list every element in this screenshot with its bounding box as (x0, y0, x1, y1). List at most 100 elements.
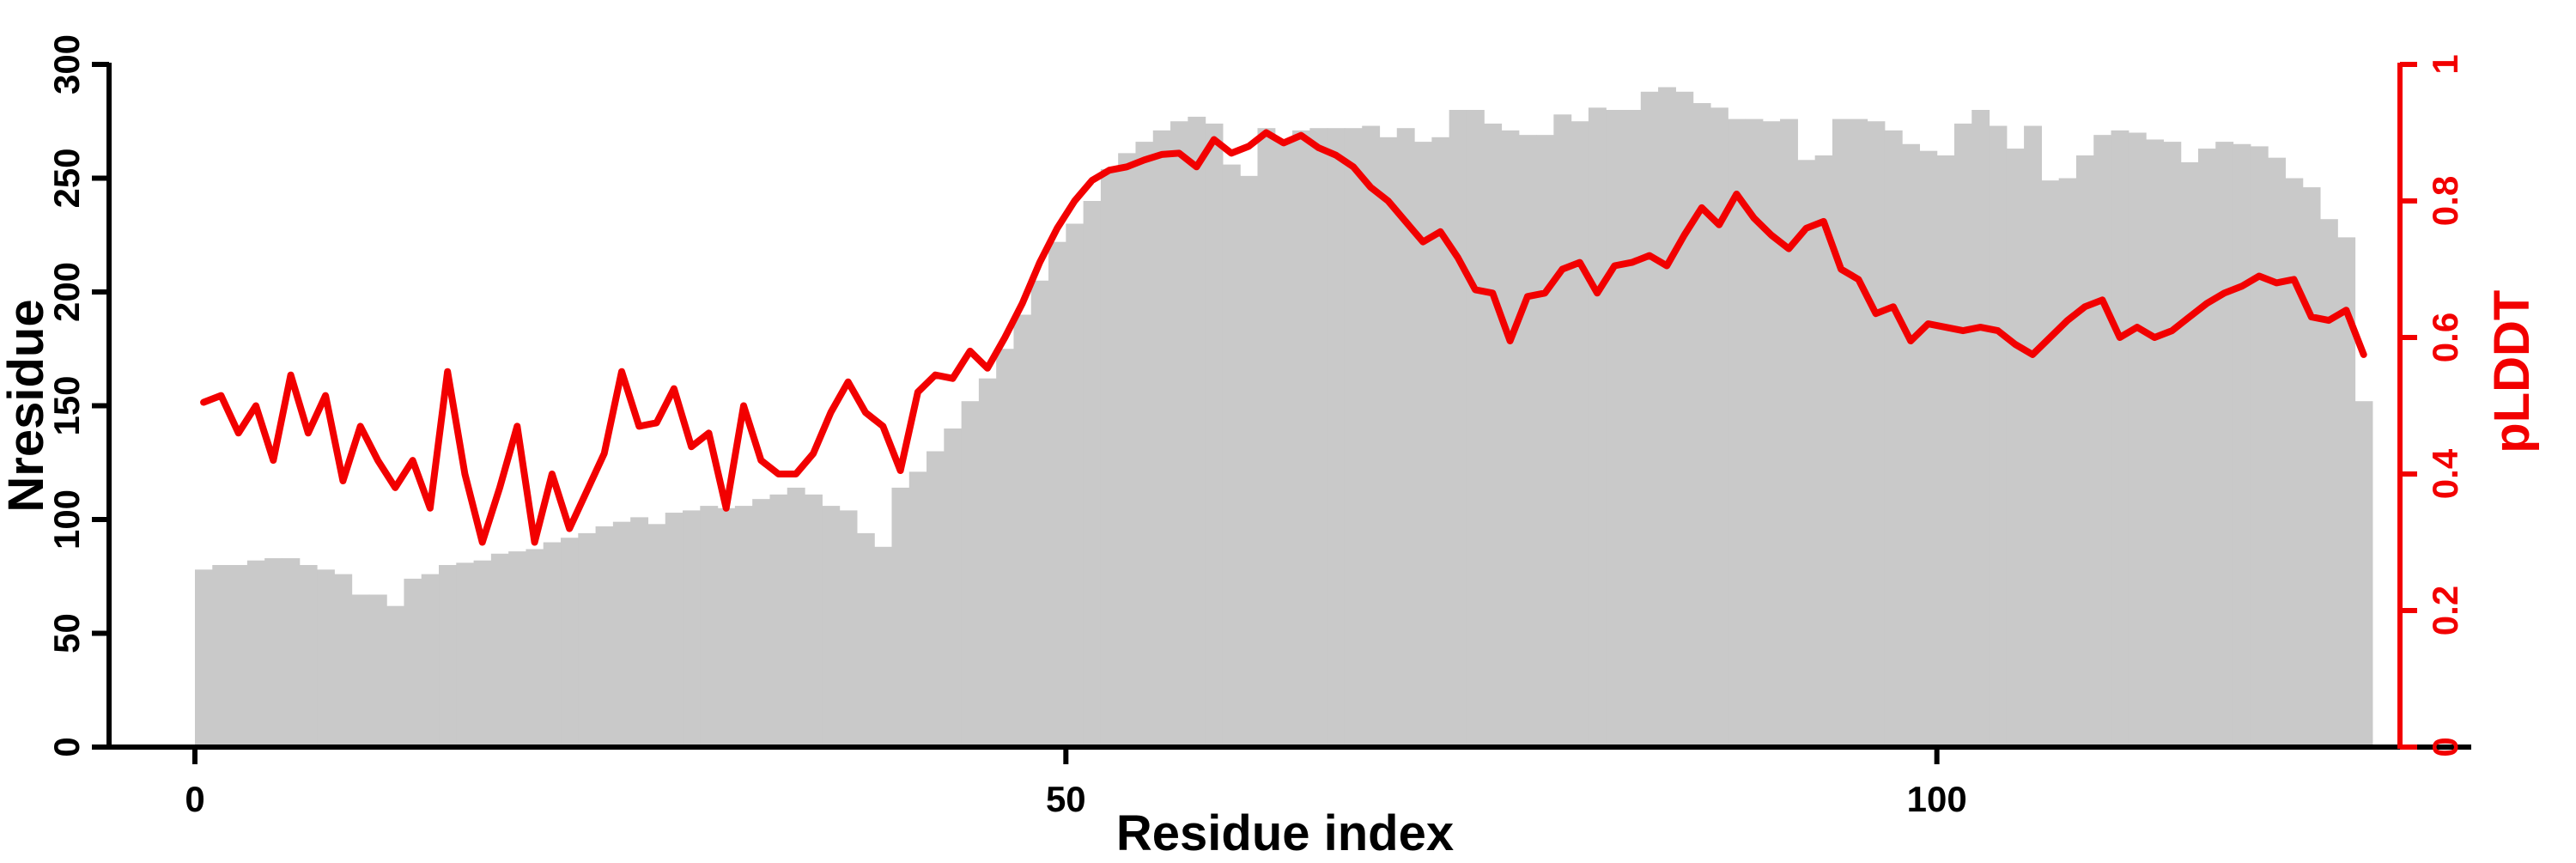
bar (1692, 103, 1711, 748)
bottom-axis: 0 50 100 (99, 744, 2471, 819)
bar (822, 506, 841, 747)
bar (1257, 128, 1276, 747)
left-tick-label: 0 (46, 737, 87, 757)
bar (1919, 150, 1938, 747)
bar (282, 558, 301, 747)
bar (1118, 153, 1137, 748)
left-tick-label: 300 (46, 34, 87, 94)
bar (2233, 143, 2251, 747)
bar (1135, 142, 1154, 748)
bar (386, 605, 405, 747)
bar (1745, 119, 1764, 748)
bar (805, 494, 823, 747)
bar (2180, 161, 2199, 747)
bar (2268, 157, 2286, 747)
bar (508, 551, 527, 747)
x-tick-label: 50 (1046, 779, 1086, 819)
bar (1536, 135, 1554, 747)
bar (1762, 121, 1781, 747)
nresidue-bars (195, 87, 2373, 748)
bar (1850, 119, 1868, 748)
bar (1658, 87, 1676, 747)
bar (1396, 128, 1415, 747)
bar (1884, 130, 1903, 748)
bar (351, 594, 370, 747)
bar (1274, 142, 1293, 748)
bar (578, 532, 597, 747)
bar (561, 538, 579, 747)
bar (2146, 139, 2164, 747)
bar (404, 578, 422, 747)
bar (456, 562, 475, 747)
bar (299, 565, 318, 747)
bar (2058, 178, 2077, 747)
bar (1588, 107, 1607, 748)
x-tick-label: 0 (185, 779, 204, 819)
bar (1344, 128, 1363, 747)
bar (595, 526, 614, 747)
bar (2197, 149, 2216, 748)
bar (1780, 119, 1798, 748)
bar (1414, 142, 1432, 748)
bar (1606, 110, 1625, 747)
left-tick-label: 250 (46, 148, 87, 208)
bar (1466, 110, 1485, 747)
left-tick-label: 50 (46, 613, 87, 653)
bar (490, 553, 509, 747)
bar (1518, 135, 1537, 747)
bar (1623, 110, 1642, 747)
bar (1953, 123, 1972, 747)
bar (1989, 125, 2008, 748)
bar (2075, 155, 2094, 747)
bar (1152, 130, 1171, 748)
bar (1971, 110, 1990, 747)
bar (2302, 187, 2321, 748)
bar (439, 565, 457, 747)
bar (874, 546, 893, 747)
bar (665, 513, 683, 747)
bar (1675, 91, 1694, 748)
right-axis: 0 0.2 0.4 0.6 0.8 1 (2397, 54, 2465, 757)
left-tick-label: 150 (46, 375, 87, 435)
bar (1379, 137, 1398, 748)
plddt-line (200, 129, 2367, 546)
bar (752, 499, 771, 747)
bar (961, 401, 980, 747)
bar (1188, 116, 1206, 747)
bar (1501, 130, 1520, 748)
bar (787, 487, 805, 747)
bar (717, 507, 736, 747)
bar (1100, 168, 1119, 747)
bar (630, 517, 649, 747)
bar (734, 506, 753, 747)
bar (2006, 149, 2025, 748)
bar (839, 510, 858, 747)
bar (212, 565, 231, 747)
bar (264, 558, 283, 747)
bar (1240, 175, 1259, 748)
bar (246, 560, 265, 747)
bar (978, 378, 997, 747)
bar (1030, 280, 1049, 747)
bar (891, 487, 910, 747)
right-tick-label: 1 (2425, 54, 2465, 74)
bar (1292, 130, 1310, 748)
bar (195, 569, 213, 747)
bar (1902, 143, 1920, 747)
bar (2163, 142, 2182, 748)
bar (1327, 128, 1346, 747)
right-tick-label: 0.2 (2425, 586, 2465, 635)
bar (1362, 125, 1381, 748)
bar (2337, 237, 2356, 747)
bar (996, 349, 1015, 747)
bar (1431, 137, 1450, 748)
bar (2041, 180, 2060, 747)
bar (856, 532, 875, 747)
bar (1013, 314, 1032, 747)
right-tick-label: 0.6 (2425, 313, 2465, 362)
right-axis-title: pLDDT (2484, 290, 2540, 453)
bar (647, 524, 666, 747)
bar (1640, 91, 1659, 748)
bar (1710, 107, 1728, 748)
bar (1936, 155, 1955, 747)
